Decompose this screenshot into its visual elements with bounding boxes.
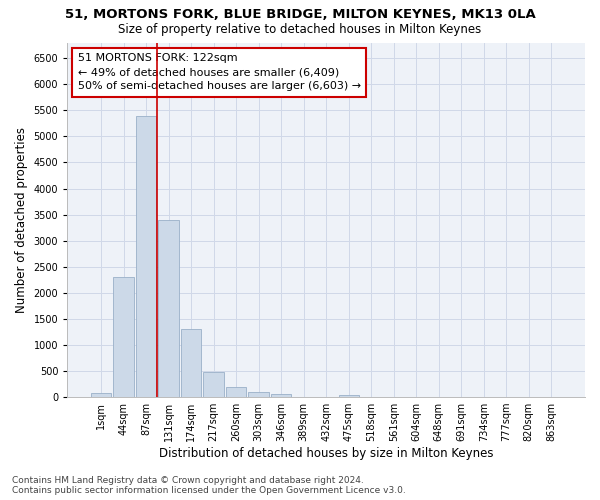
Bar — [113, 277, 134, 397]
Text: 51, MORTONS FORK, BLUE BRIDGE, MILTON KEYNES, MK13 0LA: 51, MORTONS FORK, BLUE BRIDGE, MILTON KE… — [65, 8, 535, 20]
Bar — [136, 116, 156, 397]
Y-axis label: Number of detached properties: Number of detached properties — [15, 127, 28, 313]
Text: Contains HM Land Registry data © Crown copyright and database right 2024.
Contai: Contains HM Land Registry data © Crown c… — [12, 476, 406, 495]
Bar — [203, 372, 224, 397]
Bar — [248, 392, 269, 397]
Bar — [181, 329, 201, 397]
Bar — [293, 396, 314, 397]
Bar — [271, 394, 291, 397]
Text: Size of property relative to detached houses in Milton Keynes: Size of property relative to detached ho… — [118, 22, 482, 36]
Text: 51 MORTONS FORK: 122sqm
← 49% of detached houses are smaller (6,409)
50% of semi: 51 MORTONS FORK: 122sqm ← 49% of detache… — [77, 53, 361, 91]
Bar — [91, 393, 111, 397]
Bar — [226, 386, 246, 397]
X-axis label: Distribution of detached houses by size in Milton Keynes: Distribution of detached houses by size … — [159, 447, 493, 460]
Bar — [338, 396, 359, 397]
Bar — [158, 220, 179, 397]
